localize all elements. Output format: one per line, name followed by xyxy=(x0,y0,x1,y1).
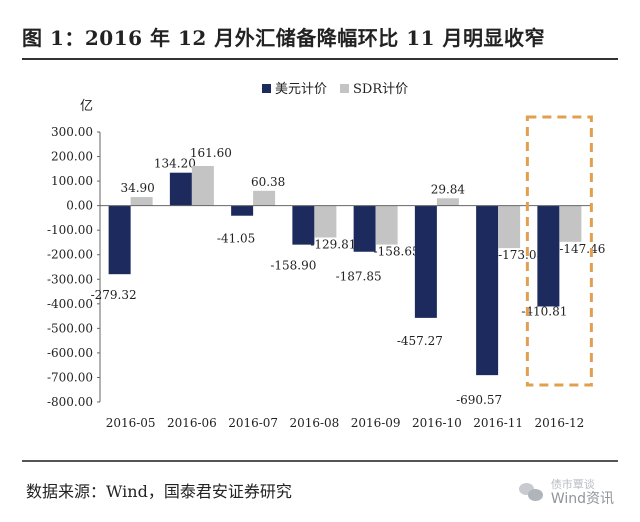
data-label-sdr-2016-05: 34.90 xyxy=(120,181,154,195)
data-label-sdr-2016-09: -158.65 xyxy=(374,245,420,259)
data-label-sdr-2016-08: -129.81 xyxy=(310,237,356,251)
y-tick-label: -700.00 xyxy=(47,370,93,384)
bar-sdr-2016-05 xyxy=(130,197,153,206)
y-axis: 亿 300.00 200.00 100.00 0.00 -100.00 -200.00 -30… xyxy=(47,99,101,409)
bar-chart: 美元计价 SDR计价 亿 300.00 200.00 100.00 0.00 -100.00… xyxy=(47,82,606,430)
data-label-usd-2016-11: -690.57 xyxy=(456,393,502,407)
top-rule xyxy=(22,58,618,60)
data-label-usd-2016-12: -410.81 xyxy=(521,304,567,318)
bar-usd-2016-08 xyxy=(292,205,315,245)
data-label-sdr-2016-11: -173.08 xyxy=(498,248,544,262)
data-label-usd-2016-07: -41.05 xyxy=(217,232,255,246)
data-label-usd-2016-05: -279.32 xyxy=(91,288,137,302)
highlight-dashed-box xyxy=(525,115,593,387)
y-tick-label: -400.00 xyxy=(47,297,93,311)
x-tick-label: 2016-12 xyxy=(534,416,584,430)
x-tick-label: 2016-11 xyxy=(473,416,523,430)
data-label-sdr-2016-07: 60.38 xyxy=(251,175,285,189)
bar-usd-2016-09 xyxy=(353,205,376,252)
watermark-account: 债市覃谈 xyxy=(550,478,595,491)
bar-usd-2016-06 xyxy=(169,172,192,206)
y-tick-label: 300.00 xyxy=(51,125,93,139)
legend-label-usd: 美元计价 xyxy=(275,82,327,97)
watermark-brand: Wind资讯 xyxy=(550,491,614,507)
y-tick-label: -800.00 xyxy=(47,395,93,409)
data-label-sdr-2016-12: -147.46 xyxy=(559,242,605,256)
bar-sdr-2016-09 xyxy=(375,205,398,245)
bar-sdr-2016-08 xyxy=(314,205,337,238)
legend-label-sdr: SDR计价 xyxy=(353,82,408,97)
y-tick-label: -600.00 xyxy=(47,346,93,360)
y-tick-label: -200.00 xyxy=(47,248,93,262)
legend-swatch-usd xyxy=(262,84,271,93)
data-label-sdr-2016-10: 29.84 xyxy=(431,182,466,196)
y-axis-unit: 亿 xyxy=(80,99,93,114)
bar-sdr-2016-07 xyxy=(253,190,276,206)
chart-title: 图 1：2016 年 12 月外汇储备降幅环比 11 月明显收窄 xyxy=(22,26,546,50)
bar-sdr-2016-12 xyxy=(559,205,582,242)
y-tick-label: -300.00 xyxy=(47,272,93,286)
wechat-icon xyxy=(518,481,545,503)
legend-swatch-sdr xyxy=(340,84,349,93)
bar-usd-2016-05 xyxy=(108,205,131,275)
x-tick-label: 2016-05 xyxy=(106,416,156,430)
bar-sdr-2016-11 xyxy=(498,205,521,249)
data-label-sdr-2016-06: 161.60 xyxy=(190,146,232,160)
y-tick-label: 0.00 xyxy=(66,199,93,213)
data-label-usd-2016-06: 134.20 xyxy=(154,157,196,171)
data-label-usd-2016-10: -457.27 xyxy=(397,334,443,348)
bar-sdr-2016-06 xyxy=(191,165,214,206)
bar-sdr-2016-10 xyxy=(436,198,459,206)
highlight-box xyxy=(525,115,593,387)
bar-usd-2016-12 xyxy=(537,205,560,307)
data-label-usd-2016-08: -158.90 xyxy=(270,259,316,273)
y-tick-label: -500.00 xyxy=(47,321,93,335)
legend: 美元计价 SDR计价 xyxy=(262,82,408,97)
x-tick-label: 2016-07 xyxy=(228,416,278,430)
y-tick-label: 100.00 xyxy=(51,174,93,188)
x-tick-label: 2016-06 xyxy=(167,416,217,430)
bar-usd-2016-11 xyxy=(476,205,499,376)
bar-usd-2016-10 xyxy=(414,205,437,318)
source-note: 数据来源：Wind，国泰君安证券研究 xyxy=(26,482,292,501)
watermark: 债市覃谈 Wind资讯 xyxy=(518,478,614,507)
x-tick-label: 2016-09 xyxy=(351,416,401,430)
x-tick-label: 2016-08 xyxy=(289,416,339,430)
bar-usd-2016-07 xyxy=(231,205,254,216)
y-tick-label: 200.00 xyxy=(51,150,93,164)
x-tick-label: 2016-10 xyxy=(412,416,462,430)
bottom-rule xyxy=(22,460,618,462)
y-tick-label: -100.00 xyxy=(47,223,93,237)
x-axis: 2016-05 2016-06 2016-07 2016-08 2016-09 2016-… xyxy=(100,205,590,430)
data-label-usd-2016-09: -187.85 xyxy=(336,270,382,284)
